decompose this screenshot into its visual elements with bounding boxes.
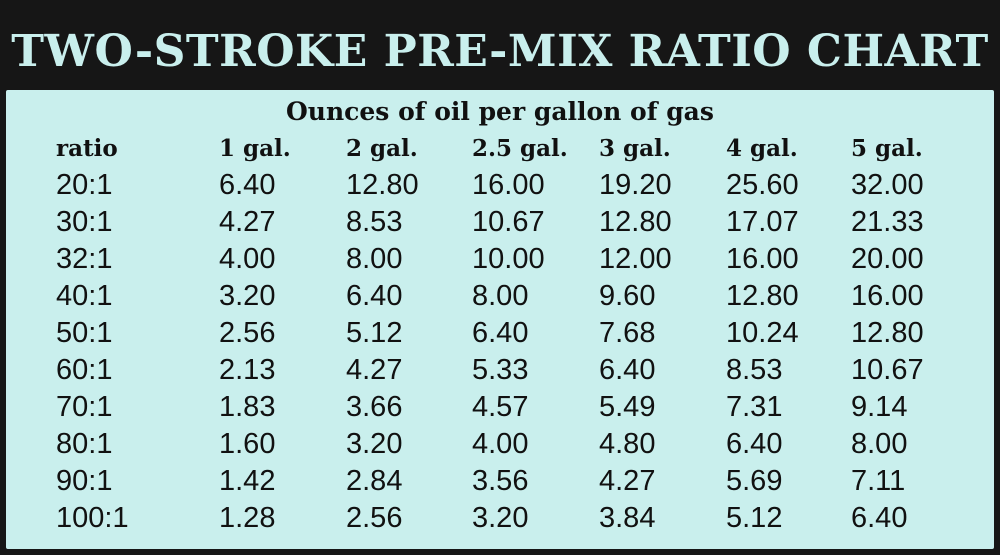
ratio-cell: 32:1 xyxy=(56,243,113,275)
table-row: 40:1 3.20 6.40 8.00 9.60 12.80 16.00 xyxy=(6,278,1000,315)
column-header-2-5-gal: 2.5 gal. xyxy=(472,135,568,162)
ratio-cell: 50:1 xyxy=(56,317,113,349)
column-header-1-gal: 1 gal. xyxy=(219,135,291,162)
oil-ounces-cell: 1.83 xyxy=(219,391,276,423)
ratio-cell: 100:1 xyxy=(56,502,129,534)
ratio-cell: 70:1 xyxy=(56,391,113,423)
table-row: 32:1 4.00 8.00 10.00 12.00 16.00 20.00 xyxy=(6,241,1000,278)
ratio-cell: 60:1 xyxy=(56,354,113,386)
oil-ounces-cell: 8.00 xyxy=(851,428,908,460)
oil-ounces-cell: 2.13 xyxy=(219,354,276,386)
table-row: 100:1 1.28 2.56 3.20 3.84 5.12 6.40 xyxy=(6,500,1000,537)
chart-title: TWO-STROKE PRE-MIX RATIO CHART xyxy=(11,25,989,77)
oil-ounces-cell: 5.69 xyxy=(726,465,783,497)
oil-ounces-cell: 5.49 xyxy=(599,391,656,423)
table-row: 50:1 2.56 5.12 6.40 7.68 10.24 12.80 xyxy=(6,315,1000,352)
oil-ounces-cell: 12.80 xyxy=(346,169,419,201)
oil-ounces-cell: 8.53 xyxy=(726,354,783,386)
ratio-cell: 90:1 xyxy=(56,465,113,497)
oil-ounces-cell: 8.00 xyxy=(472,280,529,312)
ratio-cell: 80:1 xyxy=(56,428,113,460)
oil-ounces-cell: 6.40 xyxy=(599,354,656,386)
oil-ounces-cell: 3.66 xyxy=(346,391,403,423)
column-header-3-gal: 3 gal. xyxy=(599,135,671,162)
oil-ounces-cell: 10.67 xyxy=(472,206,545,238)
title-bar: TWO-STROKE PRE-MIX RATIO CHART xyxy=(6,12,994,90)
ratio-cell: 30:1 xyxy=(56,206,113,238)
oil-ounces-cell: 9.60 xyxy=(599,280,656,312)
oil-ounces-cell: 19.20 xyxy=(599,169,672,201)
oil-ounces-cell: 1.60 xyxy=(219,428,276,460)
oil-ounces-cell: 6.40 xyxy=(346,280,403,312)
column-header-5-gal: 5 gal. xyxy=(851,135,923,162)
table-panel: Ounces of oil per gallon of gas ratio 1 … xyxy=(6,90,994,549)
oil-ounces-cell: 12.00 xyxy=(599,243,672,275)
oil-ounces-cell: 32.00 xyxy=(851,169,924,201)
column-header-ratio: ratio xyxy=(56,135,118,162)
oil-ounces-cell: 12.80 xyxy=(726,280,799,312)
header-row: ratio 1 gal. 2 gal. 2.5 gal. 3 gal. 4 ga… xyxy=(6,130,1000,167)
oil-ounces-cell: 3.20 xyxy=(219,280,276,312)
oil-ounces-cell: 25.60 xyxy=(726,169,799,201)
oil-ounces-cell: 16.00 xyxy=(726,243,799,275)
oil-ounces-cell: 6.40 xyxy=(472,317,529,349)
ratio-cell: 40:1 xyxy=(56,280,113,312)
oil-ounces-cell: 7.68 xyxy=(599,317,656,349)
oil-ounces-cell: 10.00 xyxy=(472,243,545,275)
oil-ounces-cell: 5.33 xyxy=(472,354,529,386)
table-row: 90:1 1.42 2.84 3.56 4.27 5.69 7.11 xyxy=(6,463,1000,500)
oil-ounces-cell: 4.00 xyxy=(219,243,276,275)
oil-ounces-cell: 16.00 xyxy=(851,280,924,312)
oil-ounces-cell: 4.27 xyxy=(219,206,276,238)
table-row: 30:1 4.27 8.53 10.67 12.80 17.07 21.33 xyxy=(6,204,1000,241)
table-subtitle: Ounces of oil per gallon of gas xyxy=(286,97,714,126)
oil-ounces-cell: 1.28 xyxy=(219,502,276,534)
oil-ounces-cell: 1.42 xyxy=(219,465,276,497)
oil-ounces-cell: 6.40 xyxy=(219,169,276,201)
oil-ounces-cell: 2.84 xyxy=(346,465,403,497)
oil-ounces-cell: 3.56 xyxy=(472,465,529,497)
oil-ounces-cell: 5.12 xyxy=(346,317,403,349)
oil-ounces-cell: 10.67 xyxy=(851,354,924,386)
oil-ounces-cell: 12.80 xyxy=(599,206,672,238)
oil-ounces-cell: 2.56 xyxy=(219,317,276,349)
oil-ounces-cell: 21.33 xyxy=(851,206,924,238)
ratio-cell: 20:1 xyxy=(56,169,113,201)
oil-ounces-cell: 20.00 xyxy=(851,243,924,275)
oil-ounces-cell: 6.40 xyxy=(851,502,908,534)
oil-ounces-cell: 12.80 xyxy=(851,317,924,349)
oil-ounces-cell: 3.20 xyxy=(472,502,529,534)
oil-ounces-cell: 4.80 xyxy=(599,428,656,460)
oil-ounces-cell: 8.53 xyxy=(346,206,403,238)
oil-ounces-cell: 10.24 xyxy=(726,317,799,349)
column-header-2-gal: 2 gal. xyxy=(346,135,418,162)
oil-ounces-cell: 3.20 xyxy=(346,428,403,460)
oil-ounces-cell: 4.27 xyxy=(346,354,403,386)
oil-ounces-cell: 16.00 xyxy=(472,169,545,201)
oil-ounces-cell: 9.14 xyxy=(851,391,908,423)
oil-ounces-cell: 4.00 xyxy=(472,428,529,460)
oil-ounces-cell: 17.07 xyxy=(726,206,799,238)
oil-ounces-cell: 5.12 xyxy=(726,502,783,534)
oil-ounces-cell: 7.11 xyxy=(851,465,906,497)
oil-ounces-cell: 3.84 xyxy=(599,502,656,534)
table-row: 20:1 6.40 12.80 16.00 19.20 25.60 32.00 xyxy=(6,167,1000,204)
oil-ounces-cell: 2.56 xyxy=(346,502,403,534)
oil-ounces-cell: 6.40 xyxy=(726,428,783,460)
table-row: 80:1 1.60 3.20 4.00 4.80 6.40 8.00 xyxy=(6,426,1000,463)
oil-ounces-cell: 7.31 xyxy=(726,391,783,423)
column-header-4-gal: 4 gal. xyxy=(726,135,798,162)
table-row: 60:1 2.13 4.27 5.33 6.40 8.53 10.67 xyxy=(6,352,1000,389)
oil-ounces-cell: 4.57 xyxy=(472,391,529,423)
oil-ounces-cell: 4.27 xyxy=(599,465,656,497)
ratio-table: ratio 1 gal. 2 gal. 2.5 gal. 3 gal. 4 ga… xyxy=(6,130,994,540)
oil-ounces-cell: 8.00 xyxy=(346,243,403,275)
table-row: 70:1 1.83 3.66 4.57 5.49 7.31 9.14 xyxy=(6,389,1000,426)
